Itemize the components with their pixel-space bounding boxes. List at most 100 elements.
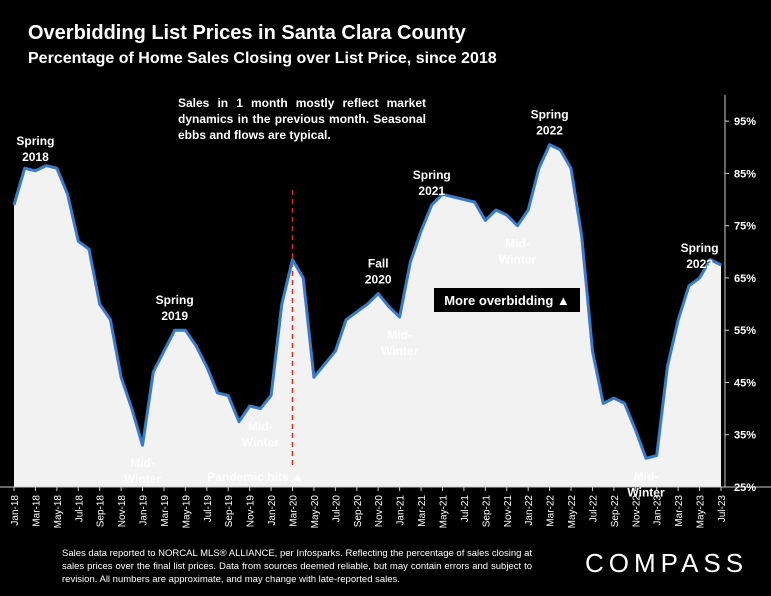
data-point xyxy=(452,196,455,198)
data-point xyxy=(34,170,37,172)
data-point xyxy=(216,392,219,394)
pandemic-label: Pandemic hits ▲ xyxy=(207,470,304,484)
data-point xyxy=(345,318,347,321)
y-tick-label: 35% xyxy=(734,430,756,442)
data-point xyxy=(720,264,722,266)
x-tick-label: Mar-20 xyxy=(289,495,300,527)
data-point xyxy=(484,219,487,222)
data-point xyxy=(248,405,251,407)
data-point xyxy=(666,366,669,368)
x-tick-label: Nov-20 xyxy=(374,495,385,528)
x-tick-label: Jul-22 xyxy=(588,495,599,523)
data-point xyxy=(120,376,122,379)
annotation-label: Winter xyxy=(242,436,280,450)
x-tick-label: Nov-21 xyxy=(503,495,514,528)
data-point xyxy=(227,394,229,397)
y-tick-label: 55% xyxy=(734,325,756,337)
annotation-label: Spring xyxy=(16,134,54,148)
x-tick-label: May-18 xyxy=(53,495,64,529)
annotation-label: 2019 xyxy=(161,309,188,323)
data-point xyxy=(527,209,529,211)
data-point xyxy=(388,305,390,308)
annotation-label: Fall xyxy=(368,257,389,271)
x-tick-label: Jan-23 xyxy=(653,495,664,526)
data-point xyxy=(580,235,583,237)
data-point xyxy=(688,285,690,287)
chart-title: Overbidding List Prices in Santa Clara C… xyxy=(28,22,466,44)
x-tick-label: Mar-23 xyxy=(674,495,685,527)
x-tick-label: May-23 xyxy=(696,495,707,529)
data-point xyxy=(334,350,337,352)
annotation-label: Mid- xyxy=(634,469,659,483)
x-tick-label: May-20 xyxy=(310,495,321,529)
x-tick-label: May-22 xyxy=(567,495,578,529)
data-point xyxy=(313,376,315,379)
data-point xyxy=(409,261,412,264)
data-point xyxy=(559,149,562,151)
y-tick-label: 25% xyxy=(734,482,756,494)
x-tick-label: Nov-19 xyxy=(246,495,257,528)
data-point xyxy=(13,204,15,206)
data-point xyxy=(77,240,80,243)
data-point xyxy=(548,143,551,146)
data-point xyxy=(709,258,712,261)
annotation-label: Winter xyxy=(381,344,419,358)
area-fill xyxy=(14,144,721,487)
x-tick-label: May-21 xyxy=(438,495,449,529)
data-point xyxy=(441,193,444,196)
x-tick-label: Jul-23 xyxy=(717,495,728,523)
data-point xyxy=(431,204,433,206)
data-point xyxy=(88,248,90,250)
x-tick-label: May-19 xyxy=(181,495,192,529)
data-point xyxy=(323,363,326,366)
data-point xyxy=(538,167,540,169)
data-point xyxy=(570,167,572,169)
x-tick-label: Mar-21 xyxy=(417,495,428,527)
x-tick-label: Sep-18 xyxy=(96,495,107,528)
data-point xyxy=(698,277,701,279)
annotation-label: Winter xyxy=(499,253,537,267)
x-tick-label: Sep-22 xyxy=(610,495,621,528)
annotation-label: 2021 xyxy=(418,184,445,198)
annotation-label: Mid- xyxy=(387,328,412,342)
annotation-label: 2020 xyxy=(365,273,392,287)
x-tick-label: Sep-19 xyxy=(224,495,235,528)
data-point xyxy=(623,402,626,405)
x-tick-label: Jan-22 xyxy=(524,495,535,526)
data-point xyxy=(163,350,165,352)
x-tick-label: Jan-20 xyxy=(267,495,278,526)
x-tick-label: Jul-21 xyxy=(460,495,471,523)
data-point xyxy=(152,371,155,373)
y-tick-label: 85% xyxy=(734,168,756,180)
annotation-label: Spring xyxy=(531,108,569,122)
data-point xyxy=(206,366,208,368)
x-tick-label: Jan-19 xyxy=(139,495,150,526)
y-tick-label: 65% xyxy=(734,273,756,285)
data-point xyxy=(463,198,465,201)
data-point xyxy=(356,311,358,313)
chart-svg: 25% 35% 45% 55% 65% 75% 85% 95% Jan-18 Mar-18 May-… xyxy=(0,95,771,529)
annotation-label: Spring xyxy=(156,293,194,307)
data-point xyxy=(109,318,112,321)
data-point xyxy=(398,316,401,318)
brand-logo: COMPASS xyxy=(585,548,749,578)
annotation-label: Spring xyxy=(413,168,451,182)
x-tick-label: Jul-19 xyxy=(203,495,214,523)
y-tick-label: 95% xyxy=(734,116,756,128)
annotation-label: 2018 xyxy=(22,150,49,164)
data-point xyxy=(259,407,262,410)
x-tick-label: Jan-18 xyxy=(10,495,21,526)
callout-label: More overbidding ▲ xyxy=(444,293,570,308)
data-point xyxy=(98,303,101,305)
x-tick-label: Jan-21 xyxy=(396,495,407,526)
x-tick-label: Jul-18 xyxy=(74,495,85,523)
data-point xyxy=(473,201,476,203)
x-tick-label: Nov-22 xyxy=(631,495,642,528)
data-point xyxy=(184,329,187,331)
y-tick-label: 75% xyxy=(734,221,756,233)
x-tick-label: Mar-22 xyxy=(546,495,557,527)
data-point xyxy=(281,303,283,305)
data-point xyxy=(677,318,679,321)
data-point xyxy=(634,428,637,431)
x-tick-label: Sep-20 xyxy=(353,495,364,528)
